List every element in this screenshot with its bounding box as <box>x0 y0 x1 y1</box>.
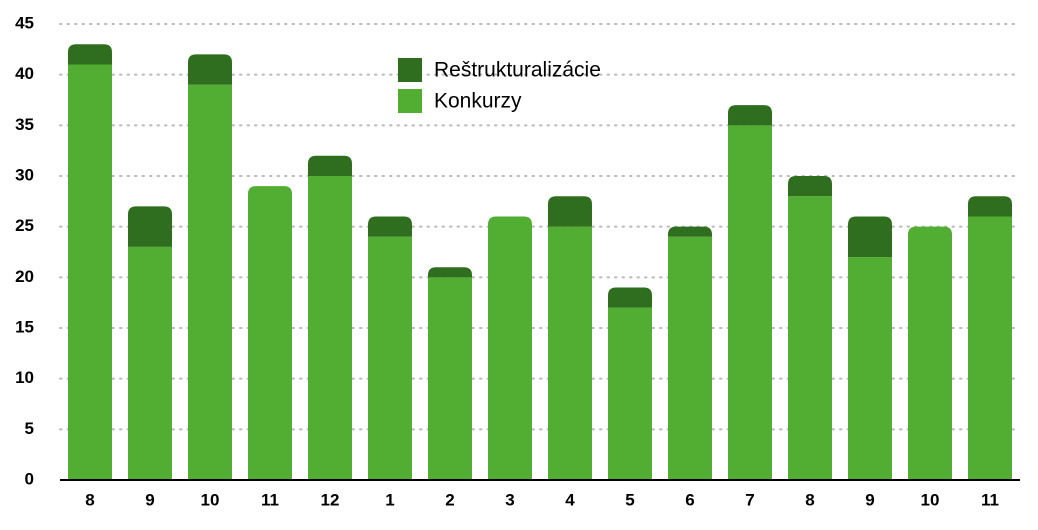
bar-segment <box>548 196 592 227</box>
bar-segment <box>188 54 232 85</box>
bar-segment <box>968 216 1012 481</box>
bar-segment <box>908 226 952 480</box>
bar-segment <box>788 176 832 197</box>
bar-segment <box>848 257 892 480</box>
x-tick-label: 6 <box>685 490 694 509</box>
bar-segment <box>728 125 772 480</box>
x-tick-label: 11 <box>981 490 999 509</box>
y-tick-label: 10 <box>15 368 34 387</box>
legend-label: Konkurzy <box>434 90 522 113</box>
bar-segment <box>308 176 352 480</box>
bar-segment <box>968 196 1012 217</box>
x-tick-label: 8 <box>85 490 94 509</box>
x-tick-label: 12 <box>321 490 340 509</box>
y-tick-label: 40 <box>15 64 34 83</box>
y-tick-label: 30 <box>15 165 34 184</box>
x-tick-label: 3 <box>505 490 514 509</box>
x-tick-label: 11 <box>261 490 279 509</box>
y-tick-label: 5 <box>25 419 34 438</box>
y-tick-label: 0 <box>25 469 34 488</box>
x-tick-label: 4 <box>565 490 575 509</box>
bar-segment <box>548 226 592 480</box>
bar-segment <box>428 277 472 480</box>
bar-segment <box>728 105 772 126</box>
bar-segment <box>668 226 712 237</box>
legend-label: Reštrukturalizácie <box>434 59 601 82</box>
y-tick-label: 15 <box>15 317 34 336</box>
bar-segment <box>128 246 172 480</box>
bar-segment <box>308 155 352 176</box>
bar-segment <box>788 196 832 480</box>
x-tick-label: 7 <box>745 490 754 509</box>
x-tick-label: 1 <box>385 490 394 509</box>
bar-segment <box>848 216 892 258</box>
x-tick-label: 8 <box>805 490 814 509</box>
x-tick-label: 10 <box>201 490 220 509</box>
bar-segment <box>68 44 112 65</box>
bar-segment <box>428 267 472 278</box>
bar-segment <box>368 236 412 480</box>
y-tick-label: 45 <box>15 13 34 32</box>
bar-segment <box>128 206 172 247</box>
legend-swatch <box>398 58 422 82</box>
y-tick-label: 20 <box>15 267 34 286</box>
x-tick-label: 2 <box>445 490 454 509</box>
bar-segment <box>668 236 712 480</box>
bar-segment <box>608 287 652 308</box>
x-tick-label: 9 <box>865 490 874 509</box>
bar-segment <box>68 64 112 481</box>
y-tick-label: 25 <box>15 216 34 235</box>
x-tick-label: 9 <box>145 490 154 509</box>
bar-segment <box>488 216 532 481</box>
bar-segment <box>188 84 232 481</box>
x-tick-label: 10 <box>921 490 940 509</box>
bar-segment <box>368 216 412 237</box>
y-tick-label: 35 <box>15 115 34 134</box>
bar-segment <box>248 186 292 480</box>
x-tick-label: 5 <box>625 490 634 509</box>
legend-swatch <box>398 89 422 113</box>
bar-segment <box>608 307 652 480</box>
